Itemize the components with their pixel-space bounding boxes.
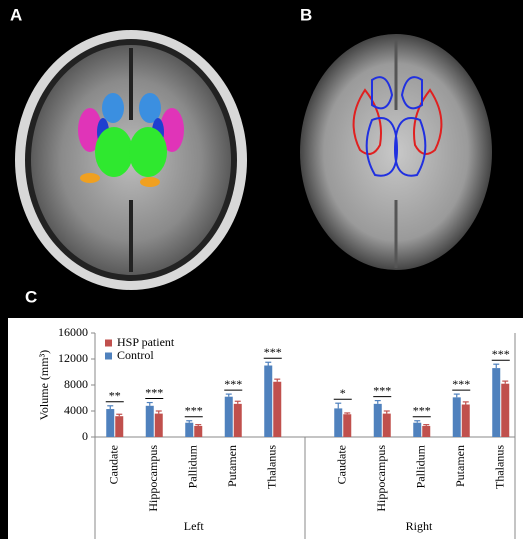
x-tick-label: Thalanus (493, 445, 507, 489)
significance-label: * (340, 386, 346, 400)
panel-label: C (25, 287, 37, 306)
brain-image-b (300, 34, 492, 270)
panel-label: A (10, 5, 22, 24)
significance-label: *** (185, 404, 203, 418)
panel-label: B (300, 5, 312, 24)
significance-label: *** (452, 377, 470, 391)
x-tick-label: Thalanus (265, 445, 279, 489)
x-tick-label: Hippocampus (146, 445, 160, 512)
significance-label: *** (413, 404, 431, 418)
legend-swatch (105, 339, 112, 347)
bar (373, 403, 382, 437)
bar (233, 403, 242, 437)
y-tick-label: 4000 (64, 403, 88, 417)
bar (422, 425, 431, 437)
bar (461, 404, 470, 437)
y-axis-label: Volume (mm³) (37, 350, 51, 420)
bar (492, 368, 501, 437)
legend-label: HSP patient (117, 335, 175, 349)
bar (194, 425, 203, 437)
significance-label: *** (373, 383, 391, 397)
legend-swatch (105, 352, 112, 360)
x-tick-label: Caudate (107, 445, 121, 484)
y-tick-label: 16000 (58, 325, 88, 339)
significance-label: *** (264, 345, 282, 359)
x-tick-label: Caudate (335, 445, 349, 484)
significance-label: *** (145, 385, 163, 399)
group-label: Right (406, 519, 433, 533)
x-tick-label: Pallidum (414, 444, 428, 488)
y-tick-label: 0 (82, 429, 88, 443)
bar (382, 413, 391, 437)
bar (115, 416, 124, 437)
bar (145, 405, 154, 437)
x-tick-label: Putamen (225, 445, 239, 487)
bar (343, 414, 352, 437)
bar (224, 396, 233, 437)
bar (185, 422, 194, 437)
chart: 0 4000 8000 12000 16000 Volume (mm³) Left Right… (37, 325, 516, 539)
group-label: Left (184, 519, 205, 533)
significance-label: *** (492, 347, 510, 361)
significance-label: *** (224, 377, 242, 391)
bar (452, 397, 461, 437)
bar (413, 422, 422, 437)
y-tick-label: 12000 (58, 351, 88, 365)
significance-label: ** (109, 389, 121, 403)
bar (501, 383, 510, 437)
bar (273, 381, 282, 437)
bar (106, 409, 115, 437)
y-tick-label: 8000 (64, 377, 88, 391)
x-tick-label: Putamen (453, 445, 467, 487)
x-tick-label: Pallidum (186, 444, 200, 488)
bar (264, 365, 273, 437)
bar (334, 408, 343, 437)
legend-label: Control (117, 348, 154, 362)
bar (154, 413, 163, 437)
brain-image-a (15, 30, 247, 290)
x-tick-label: Hippocampus (374, 445, 388, 512)
